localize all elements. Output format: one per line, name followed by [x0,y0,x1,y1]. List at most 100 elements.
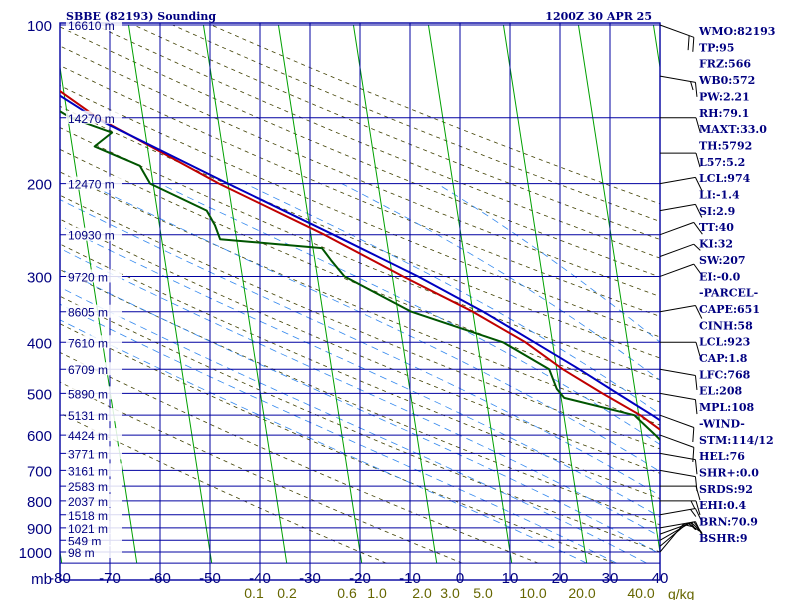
height-label: 98 m [68,546,95,560]
index-label: STM:114/12 [699,434,774,447]
profile-series [60,89,660,442]
chart-title: SBBE (82193) Sounding [66,10,216,23]
pressure-tick-label: 800 [27,494,52,511]
dry-adiabat [60,171,660,426]
temperature-tick-label: -70 [99,570,121,587]
index-label: LFC:768 [699,368,751,381]
isotherm-line [427,25,513,564]
mixing-ratio-label: 10.0 [519,585,546,600]
wind-barb [660,341,701,357]
index-label: SHR+:0.0 [699,466,759,479]
wind-barb [660,500,701,516]
index-label: SI:2.9 [699,205,735,218]
index-label: LCL:974 [699,172,751,185]
height-label: 5890 m [68,387,108,401]
pressure-unit-label: mb [31,571,52,588]
wind-barb-staff [659,522,688,547]
height-label: 4424 m [68,429,108,443]
moist-adiabat [60,268,660,555]
index-label: BSHR:9 [699,532,748,545]
height-label-bg [66,335,122,349]
index-label: LCL:923 [699,336,750,349]
moist-adiabat [244,183,660,415]
pressure-tick-label: 700 [27,463,52,480]
isotherm-line [577,25,660,556]
isotherm-line [502,25,588,564]
wind-barb-staff [659,469,696,478]
pressure-tick-label: 1000 [19,545,52,562]
wind-barb-feather [695,152,701,168]
wind-barb [659,508,703,522]
wind-barb [659,24,695,52]
wind-barb-feather [687,522,700,532]
temperature-tick-label: -20 [349,570,371,587]
height-label: 3161 m [68,464,108,478]
wind-barb-feather [694,82,698,97]
height-label: 6709 m [68,363,108,377]
moist-adiabat [60,319,587,564]
index-label: MAXT:33.0 [699,123,767,136]
wind-barb [659,368,698,391]
wind-barb-feather [694,399,698,415]
index-label: BRN:70.9 [699,516,758,529]
index-label: L57:5.2 [699,156,745,169]
index-label: EI:-0.0 [699,270,741,283]
pressure-tick-label: 500 [27,386,52,403]
height-label-bg [66,304,122,318]
wind-barb-staff [659,508,696,516]
grid-lines [59,22,661,581]
dry-adiabat [60,381,463,564]
index-label: CINH:58 [699,319,753,332]
wind-barb-feather [695,305,703,319]
temperature-tick-labels: -80 -70 -60 -50 -40 -30 -20 -10 0 10 20 30 40 [49,570,668,587]
moist-adiabat [87,183,660,472]
dry-adiabat [60,218,660,474]
wind-barb [660,117,701,132]
wind-barb-staff [659,243,694,257]
wind-barb-feather [695,500,701,516]
wind-barb [659,414,695,443]
wind-barb-feather [683,523,692,527]
mixing-ratio-label: 2.0 [412,585,432,600]
dry-adiabat [60,351,539,564]
index-label: RH:79.1 [699,107,749,120]
height-label: 3771 m [68,447,108,461]
height-label: 7610 m [68,336,108,350]
wind-barb [659,263,703,277]
index-label: CAP:1.8 [699,352,748,365]
mixing-ratio-label: 0.6 [337,585,357,600]
temperature-tick-label: 10 [502,570,519,587]
temperature-line [60,89,660,431]
height-label: 5131 m [68,409,108,423]
height-label: 10930 m [68,229,115,243]
dry-adiabat [60,269,660,526]
dry-adiabat [60,412,387,564]
mixing-ratio-label: 3.0 [440,585,460,600]
pressure-tick-label: 100 [27,18,52,35]
height-label-bg [66,176,122,190]
isotherm-line [352,25,438,564]
index-label: TP:95 [699,41,734,54]
wind-barb [659,392,698,415]
dry-adiabat [60,194,660,450]
wind-barb [659,523,692,553]
wind-barb-staff [659,75,696,83]
mixing-ratio-label: 5.0 [473,585,493,600]
wind-barb-staff [659,414,694,428]
height-label: 16610 m [68,19,115,33]
height-label: 549 m [68,534,101,548]
wind-barb-feather [693,263,703,277]
height-label: 9720 m [68,270,108,284]
index-label: SW:207 [699,254,746,267]
wind-barb-staff [659,24,694,38]
stability-indices: WMO:82193 TP:95 FRZ:566 WB0:572 PW:2.21 RH:79… [698,25,775,545]
temperature-tick-label: -30 [299,570,321,587]
plot-frame [59,22,661,581]
wind-barb [659,522,700,547]
mixing-ratio-label: 0.2 [277,585,297,600]
pressure-tick-label: 300 [27,269,52,286]
index-label: SRDS:92 [699,483,753,496]
mixing-ratio-label: 0.1 [244,585,264,600]
height-label-bg [66,463,122,477]
